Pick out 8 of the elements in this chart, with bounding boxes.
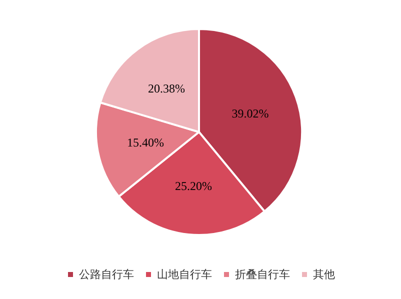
legend-label: 公路自行车 (79, 268, 134, 281)
data-label: 20.38% (148, 81, 185, 96)
data-label: 15.40% (127, 135, 164, 150)
data-label: 39.02% (232, 106, 269, 121)
legend-label: 山地自行车 (157, 268, 212, 281)
legend-label: 其他 (313, 268, 335, 281)
data-label: 25.20% (174, 179, 212, 194)
legend-label: 折叠自行车 (235, 268, 290, 281)
